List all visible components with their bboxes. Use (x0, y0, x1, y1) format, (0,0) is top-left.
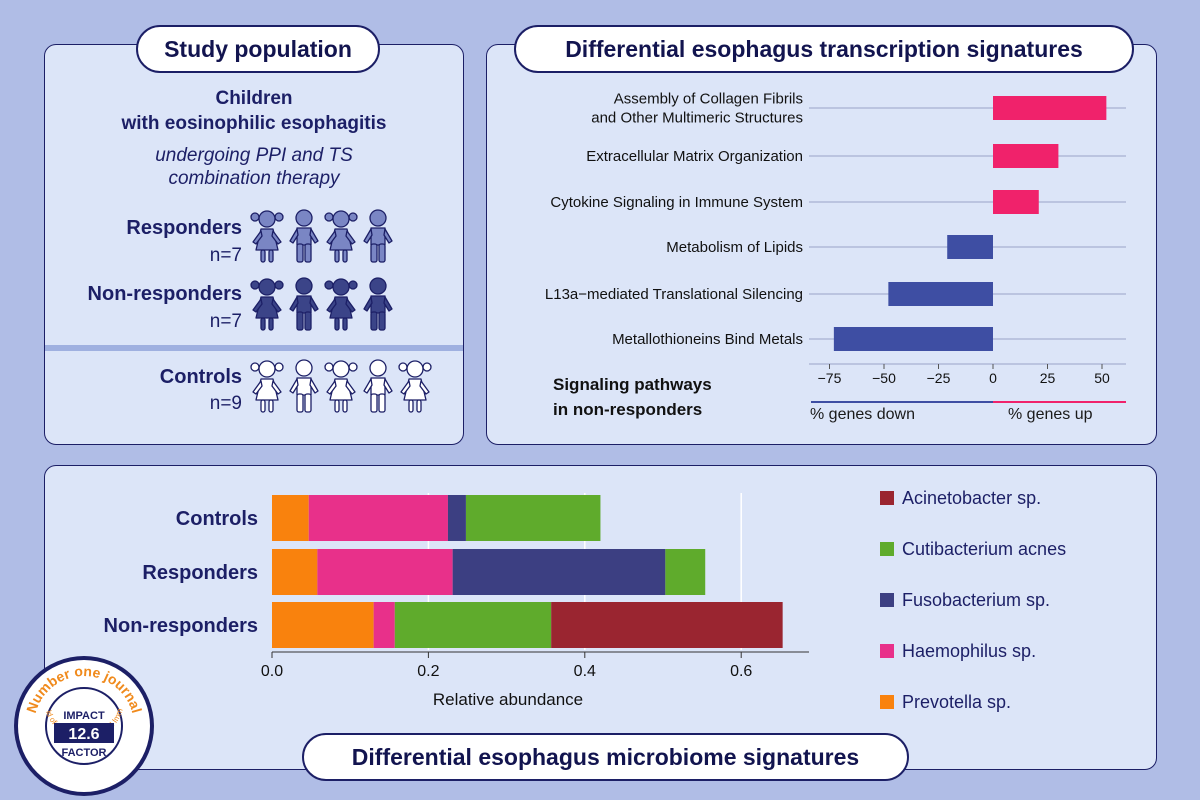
legend-label: Fusobacterium sp. (902, 590, 1050, 610)
girl-icon (250, 210, 284, 263)
abundance-segment (272, 602, 374, 648)
pathway-label: Extracellular Matrix Organization (586, 148, 803, 165)
group-n-responders: n=7 (209, 245, 242, 266)
tick-label: −25 (927, 370, 951, 386)
legend-swatch (880, 695, 894, 709)
pathway-label: Metallothioneins Bind Metals (612, 331, 803, 348)
girl-icon (324, 360, 358, 413)
abundance-segment (452, 549, 666, 595)
pathway-bar (993, 144, 1059, 168)
pathway-label: Metabolism of Lipids (666, 239, 803, 256)
pathway-bar (888, 282, 993, 306)
group-category-label: Non-responders (104, 615, 258, 637)
transcription-chart: Assembly of Collagen Fibrils and Other Mu… (545, 91, 1126, 403)
tick-label: −75 (818, 370, 842, 386)
group-category-label: Controls (176, 508, 258, 530)
group-label-controls: Controls (159, 366, 242, 388)
badge-value: 12.6 (68, 726, 99, 743)
pathway-label: Assembly of Collagen Fibrils and Other Mu… (591, 91, 803, 127)
transcription-title: Differential esophagus transcription sig… (514, 25, 1134, 73)
study-therapy-line2: combination therapy (168, 168, 340, 189)
genes-up-label: % genes up (1008, 406, 1093, 423)
girl-icon (324, 278, 358, 331)
study-heading: Children with eosinophilic esophagitis (44, 86, 464, 136)
boy-icon (363, 277, 393, 331)
abundance-segment (465, 495, 601, 541)
study-therapy: undergoing PPI and TS combination therap… (44, 144, 464, 190)
study-population-title: Study population (136, 25, 380, 73)
badge-factor: FACTOR (61, 747, 106, 759)
microbiome-title: Differential esophagus microbiome signat… (302, 733, 909, 781)
boy-icon (363, 359, 393, 413)
girl-icon (324, 210, 358, 263)
legend-swatch (880, 491, 894, 505)
abundance-segment (447, 495, 466, 541)
microbiome-xlabel: Relative abundance (433, 690, 583, 709)
girl-icon (250, 360, 284, 413)
group-label-non-responders: Non-responders (87, 283, 242, 305)
legend-label: Prevotella sp. (902, 692, 1011, 712)
impact-factor-badge: Number one journal in the field of Aller… (10, 652, 154, 796)
pathway-bar (993, 190, 1039, 214)
transcription-caption: Signaling pathways in non-responders (553, 372, 712, 422)
abundance-segment (551, 602, 783, 648)
tick-label: 0.4 (574, 663, 596, 680)
group-category-label: Responders (142, 562, 258, 584)
abundance-segment (665, 549, 706, 595)
legend-label: Haemophilus sp. (902, 641, 1036, 661)
girl-icon (398, 360, 432, 413)
study-therapy-line1: undergoing PPI and TS (155, 145, 353, 166)
legend-swatch (880, 593, 894, 607)
microbiome-chart: Controls Responders Non-responders 0.0 0.2 0… (104, 488, 1067, 712)
panel-divider (45, 345, 463, 351)
tick-label: 0.0 (261, 663, 283, 680)
badge-impact: IMPACT (63, 710, 105, 722)
boy-icon (289, 277, 319, 331)
boy-icon (363, 209, 393, 263)
group-n-non-responders: n=7 (209, 311, 242, 332)
legend-swatch (880, 542, 894, 556)
study-heading-line2: with eosinophilic esophagitis (121, 113, 387, 134)
abundance-segment (373, 602, 395, 648)
girl-icon (250, 278, 284, 331)
abundance-segment (272, 549, 318, 595)
abundance-segment (308, 495, 448, 541)
study-heading-line1: Children (215, 88, 293, 109)
tick-label: 0.6 (730, 663, 752, 680)
pathway-bar (993, 96, 1107, 120)
tick-label: 50 (1094, 370, 1110, 386)
tick-label: −50 (872, 370, 896, 386)
pathway-bar (833, 327, 993, 351)
group-n-controls: n=9 (209, 393, 242, 414)
pathway-bar (947, 235, 993, 259)
badge-value-box (54, 723, 114, 743)
legend-swatch (880, 644, 894, 658)
genes-down-label: % genes down (810, 406, 915, 423)
boy-icon (289, 359, 319, 413)
abundance-segment (272, 495, 309, 541)
legend-label: Acinetobacter sp. (902, 488, 1041, 508)
pathway-label: L13a−mediated Translational Silencing (545, 286, 803, 303)
boy-icon (289, 209, 319, 263)
pathway-label: Cytokine Signaling in Immune System (550, 194, 803, 211)
abundance-segment (394, 602, 552, 648)
legend-label: Cutibacterium acnes (902, 539, 1066, 559)
tick-label: 25 (1040, 370, 1056, 386)
tick-label: 0 (989, 370, 997, 386)
abundance-segment (317, 549, 453, 595)
caption-line1: Signaling pathways (553, 375, 712, 394)
caption-line2: in non-responders (553, 400, 703, 419)
tick-label: 0.2 (417, 663, 439, 680)
group-label-responders: Responders (126, 217, 242, 239)
study-population-panel (44, 44, 464, 445)
